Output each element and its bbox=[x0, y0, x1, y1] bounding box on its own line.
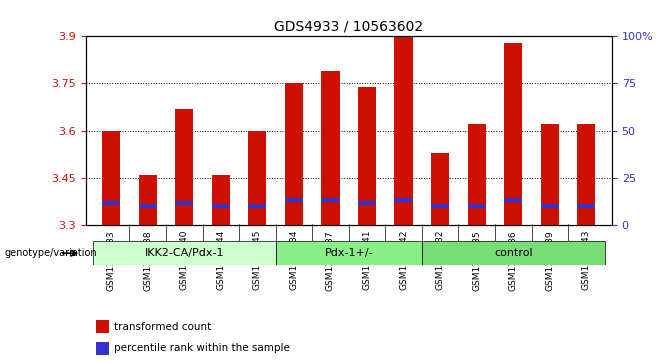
Bar bbox=[358, 87, 376, 225]
Bar bbox=[504, 42, 522, 225]
Bar bbox=[285, 83, 303, 225]
FancyBboxPatch shape bbox=[276, 241, 422, 265]
Text: Pdx-1+/-: Pdx-1+/- bbox=[324, 248, 373, 258]
Bar bbox=[577, 125, 595, 225]
Title: GDS4933 / 10563602: GDS4933 / 10563602 bbox=[274, 20, 423, 34]
Bar bbox=[248, 131, 266, 225]
Bar bbox=[431, 153, 449, 225]
FancyBboxPatch shape bbox=[422, 241, 605, 265]
FancyBboxPatch shape bbox=[93, 241, 276, 265]
Bar bbox=[102, 131, 120, 225]
Text: control: control bbox=[494, 248, 532, 258]
Bar bbox=[175, 109, 193, 225]
Bar bbox=[321, 71, 340, 225]
Bar bbox=[394, 36, 413, 225]
Text: transformed count: transformed count bbox=[114, 322, 212, 332]
Bar bbox=[96, 320, 109, 333]
Text: genotype/variation: genotype/variation bbox=[5, 248, 97, 258]
Bar bbox=[139, 175, 157, 225]
Bar bbox=[96, 342, 109, 355]
Bar bbox=[541, 125, 559, 225]
Text: percentile rank within the sample: percentile rank within the sample bbox=[114, 343, 290, 354]
Text: IKK2-CA/Pdx-1: IKK2-CA/Pdx-1 bbox=[145, 248, 224, 258]
Bar bbox=[468, 125, 486, 225]
Bar bbox=[212, 175, 230, 225]
